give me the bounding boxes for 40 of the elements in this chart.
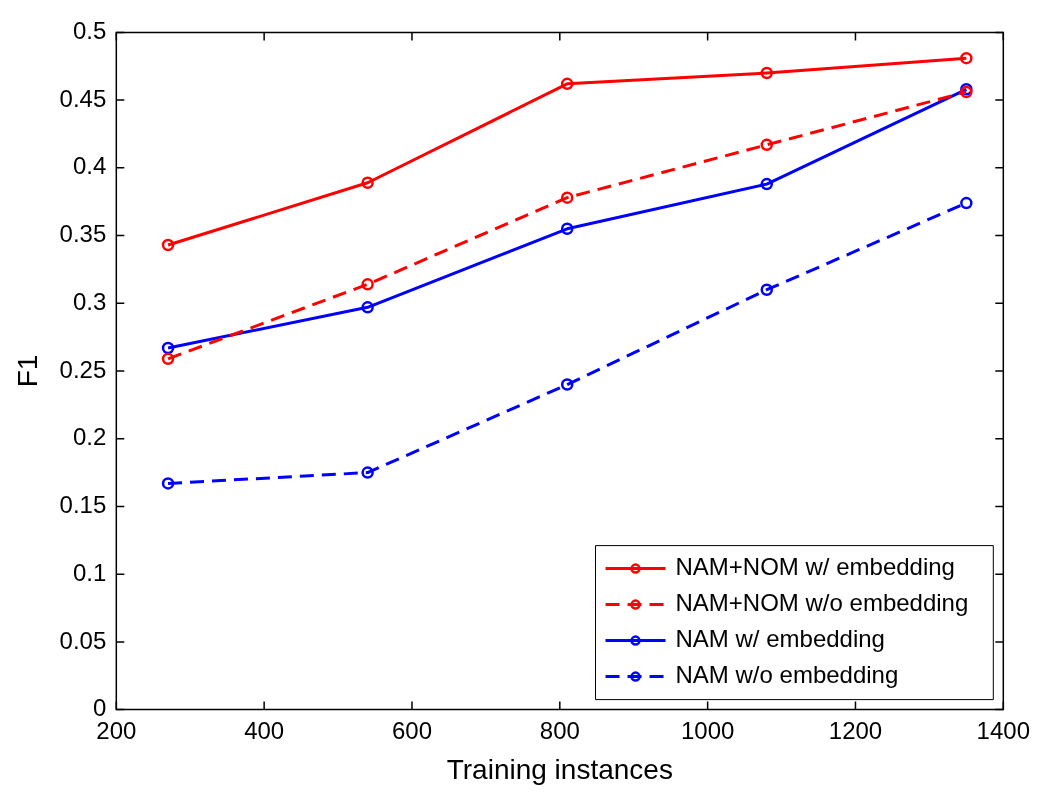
point [760, 138, 774, 152]
x-axis-title: Training instances [446, 753, 673, 785]
y-tick-label: 0.05 [59, 626, 107, 654]
point [361, 301, 374, 314]
x-tick-label: 1200 [828, 716, 883, 744]
x-tick-label: 400 [244, 716, 285, 744]
y-tick-label: 0.4 [72, 152, 107, 180]
y-tick-label: 0.5 [72, 17, 107, 45]
legend-label: NAM+NOM w/ embedding [675, 553, 955, 581]
point [361, 466, 374, 479]
x-tick-label: 800 [539, 716, 580, 744]
point [960, 196, 973, 210]
point [161, 238, 175, 252]
point [760, 283, 774, 296]
y-tick-label: 0.2 [72, 423, 107, 451]
point [560, 77, 574, 91]
point [760, 66, 774, 80]
point [760, 177, 774, 191]
point [161, 477, 175, 490]
x-tick-label: 1000 [680, 716, 735, 744]
legend-label: NAM w/o embedding [675, 661, 899, 689]
y-tick-label: 0.1 [72, 558, 107, 586]
point [161, 341, 175, 355]
legend-label: NAM w/ embedding [675, 625, 885, 653]
y-tick-label: 0.15 [59, 491, 107, 519]
x-tick-label: 1400 [976, 716, 1030, 744]
y-tick-label: 0.35 [59, 220, 107, 248]
legend-label: NAM+NOM w/o embedding [675, 589, 969, 617]
point [361, 278, 374, 291]
y-tick-label: 0.25 [59, 355, 107, 383]
point [361, 176, 374, 189]
y-tick-label: 0.3 [72, 287, 107, 315]
x-tick-label: 600 [391, 716, 432, 744]
point [161, 352, 175, 366]
point [960, 51, 973, 65]
point [560, 222, 574, 236]
y-tick-label: 0.45 [59, 84, 107, 112]
y-axis-title: F1 [11, 354, 43, 388]
point [560, 378, 574, 391]
point [560, 191, 574, 204]
